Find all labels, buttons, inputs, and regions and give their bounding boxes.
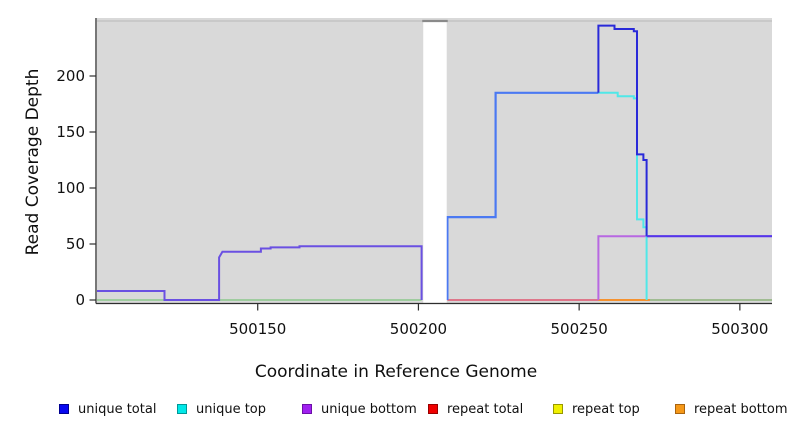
y-tick-label: 0	[75, 291, 85, 309]
legend-swatch-icon	[177, 404, 187, 414]
legend-item-repeat-bottom: repeat bottom	[675, 399, 788, 419]
series-segment-total-bright-blue	[446, 91, 599, 300]
legend-label: unique total	[78, 401, 157, 417]
x-tick-label: 500200	[390, 320, 447, 338]
legend-item-unique-total: unique total	[59, 399, 156, 419]
x-tick-label: 500300	[711, 320, 768, 338]
legend-swatch-icon	[59, 404, 69, 414]
legend-item-unique-bottom: unique bottom	[302, 399, 417, 419]
legend-label: repeat total	[447, 401, 524, 417]
series-segment-total-dark-blue	[597, 24, 648, 237]
series-segment-bottom-purple-57	[597, 235, 650, 300]
masked-region	[423, 22, 447, 303]
y-tick-label: 150	[56, 123, 85, 141]
legend-label: unique top	[196, 401, 267, 417]
legend-label: repeat bottom	[694, 401, 788, 417]
series-segment-unique-left-steps	[97, 245, 423, 301]
axis-lines	[95, 18, 772, 305]
x-tick-label: 500150	[229, 320, 286, 338]
x-axis-label: Coordinate in Reference Genome	[254, 362, 538, 382]
y-tick-label: 50	[66, 235, 85, 253]
legend-swatch-icon	[675, 404, 685, 414]
legend-item-repeat-total: repeat total	[428, 399, 523, 419]
y-axis-label: Read Coverage Depth	[23, 68, 43, 256]
legend-swatch-icon	[428, 404, 438, 414]
legend-item-repeat-top: repeat top	[553, 399, 640, 419]
y-tick-label: 100	[56, 179, 85, 197]
y-tick-label: 200	[56, 67, 85, 85]
legend-swatch-icon	[553, 404, 563, 414]
legend-label: unique bottom	[321, 401, 417, 417]
legend-swatch-icon	[302, 404, 312, 414]
x-tick-label: 500250	[551, 320, 608, 338]
legend-item-unique-top: unique top	[177, 399, 266, 419]
legend: unique total unique top unique bottom repea…	[0, 399, 792, 425]
legend-label: repeat top	[572, 401, 640, 417]
